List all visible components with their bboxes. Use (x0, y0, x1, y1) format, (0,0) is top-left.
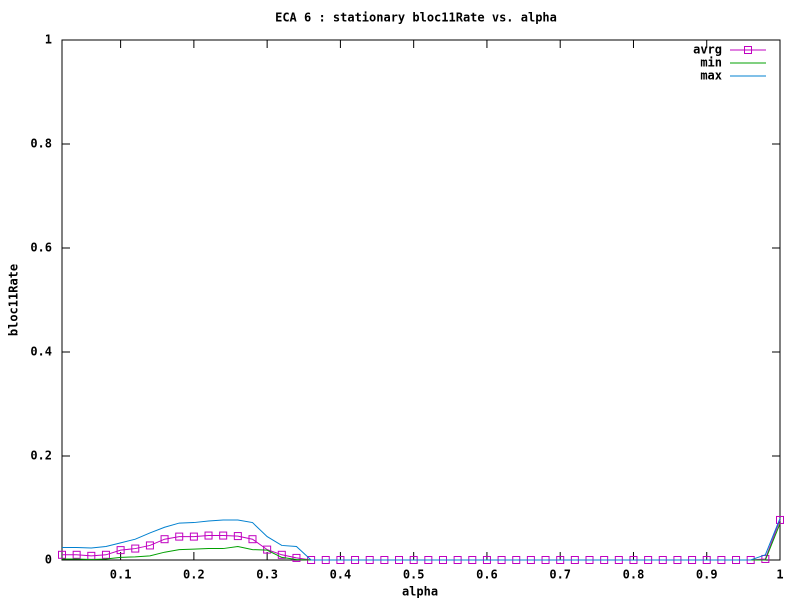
point (776, 515, 784, 524)
legend-label: avrg (693, 43, 722, 57)
x-tick-label: 0.1 (110, 568, 132, 582)
x-tick-label: 0.6 (476, 568, 498, 582)
y-tick-label: 1 (45, 33, 52, 47)
point (277, 550, 286, 559)
point (160, 535, 169, 544)
x-tick-label: 0.9 (696, 568, 718, 582)
point (189, 532, 198, 541)
point (116, 546, 125, 555)
series-line (62, 518, 781, 561)
point (233, 532, 242, 541)
x-tick-label: 0.8 (623, 568, 645, 582)
point (175, 532, 184, 541)
series-line (62, 523, 781, 561)
point (204, 531, 213, 540)
point (58, 550, 66, 559)
y-tick-label: 0.6 (30, 241, 52, 255)
point (101, 550, 110, 559)
chart-title: ECA 6 : stationary bloc11Rate vs. alpha (275, 11, 557, 25)
legend-marker (744, 46, 752, 54)
point (72, 550, 81, 559)
x-tick-label: 0.3 (256, 568, 278, 582)
y-axis-label: bloc11Rate (7, 264, 21, 336)
plot-frame (61, 39, 781, 561)
x-tick-label: 0.5 (403, 568, 425, 582)
point (761, 554, 770, 563)
x-tick-label: 0.7 (549, 568, 571, 582)
legend-label: max (700, 69, 722, 83)
point (145, 541, 154, 550)
point (219, 531, 228, 540)
x-tick-label: 0.4 (330, 568, 352, 582)
legend-label: min (700, 56, 722, 70)
x-tick-label: 0.2 (183, 568, 205, 582)
point (292, 553, 301, 562)
y-tick-label: 0.2 (30, 449, 52, 463)
x-tick-label: 1 (776, 568, 783, 582)
point (248, 535, 257, 544)
y-tick-label: 0 (45, 553, 52, 567)
y-tick-label: 0.4 (30, 345, 52, 359)
y-tick-label: 0.8 (30, 137, 52, 151)
x-axis-label: alpha (402, 585, 438, 599)
point (131, 544, 140, 553)
